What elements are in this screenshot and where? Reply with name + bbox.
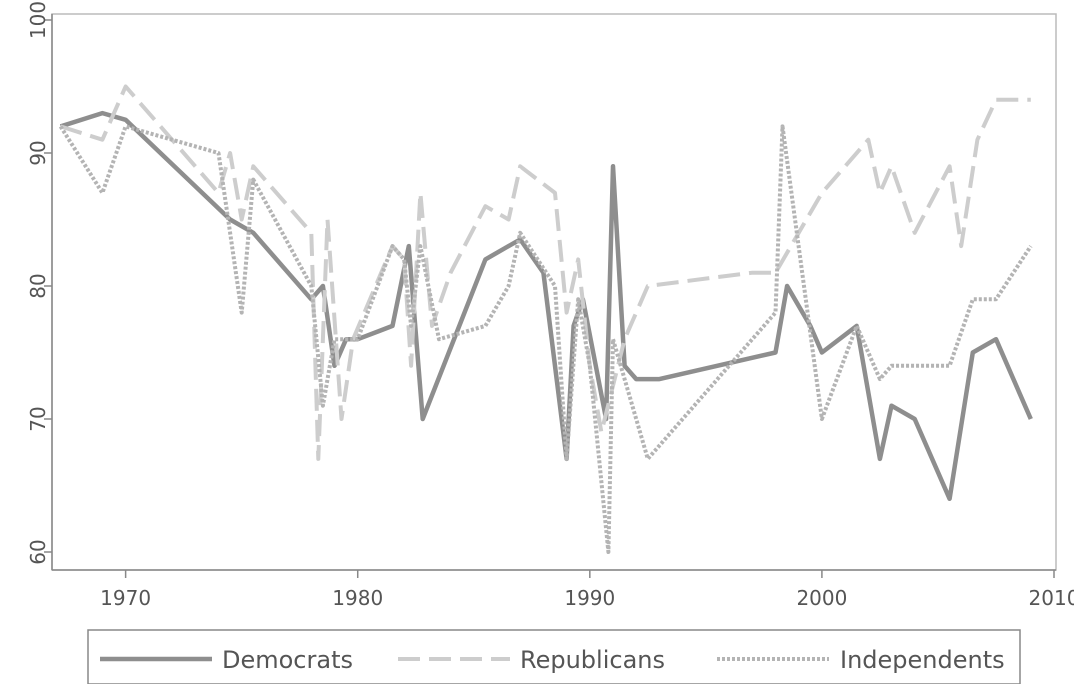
series-line-independents [58, 124, 1033, 554]
y-tick-label: 60 [26, 539, 50, 564]
series-layer [58, 84, 1033, 554]
x-tick-label: 2000 [796, 586, 847, 610]
y-tick-label: 100 [26, 1, 50, 39]
legend-box [87, 629, 1021, 684]
x-tick-label: 2010 [1029, 586, 1074, 610]
x-tick-label: 1990 [564, 586, 615, 610]
y-tick-label: 90 [26, 140, 50, 165]
y-tick-label: 70 [26, 406, 50, 431]
x-tick-label: 1980 [332, 586, 383, 610]
y-tick-label: 80 [26, 273, 50, 298]
series-line-democrats [59, 110, 1033, 502]
x-tick-label: 1970 [100, 586, 151, 610]
x-axis: 1970 1980 1990 2000 2010 [52, 569, 1074, 610]
series-line-republicans [59, 84, 1031, 461]
legend-label-republicans: Republicans [520, 646, 665, 674]
legend-label-democrats: Democrats [222, 646, 353, 674]
y-axis: 60 70 80 90 100 [26, 1, 53, 570]
legend: Democrats Republicans Independents [87, 629, 1021, 684]
legend-label-independents: Independents [840, 646, 1005, 674]
